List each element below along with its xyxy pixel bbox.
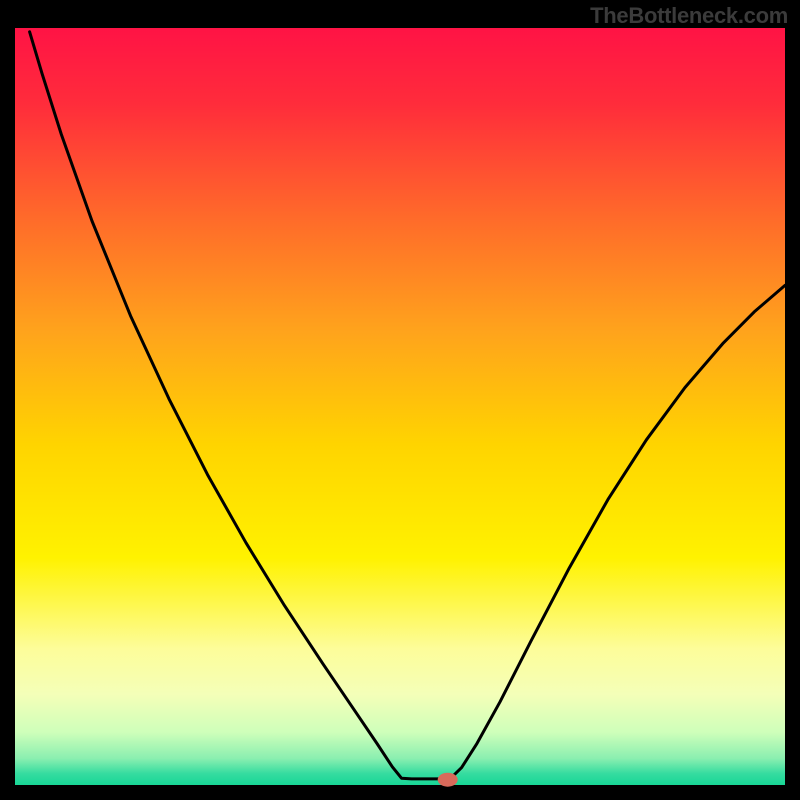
chart-container: TheBottleneck.com (0, 0, 800, 800)
curve-path (30, 32, 785, 779)
bottleneck-curve (0, 0, 800, 800)
bottleneck-marker (438, 773, 458, 787)
